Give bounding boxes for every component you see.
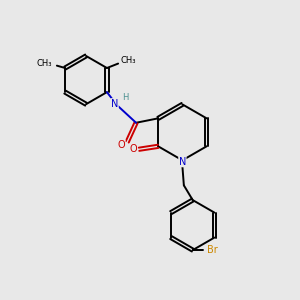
Text: O: O — [118, 140, 125, 150]
Text: Br: Br — [207, 245, 218, 255]
Text: N: N — [111, 99, 118, 109]
Text: CH₃: CH₃ — [36, 59, 52, 68]
Text: CH₃: CH₃ — [120, 56, 136, 65]
Text: H: H — [122, 93, 128, 102]
Text: O: O — [129, 144, 137, 154]
Text: N: N — [179, 157, 186, 167]
